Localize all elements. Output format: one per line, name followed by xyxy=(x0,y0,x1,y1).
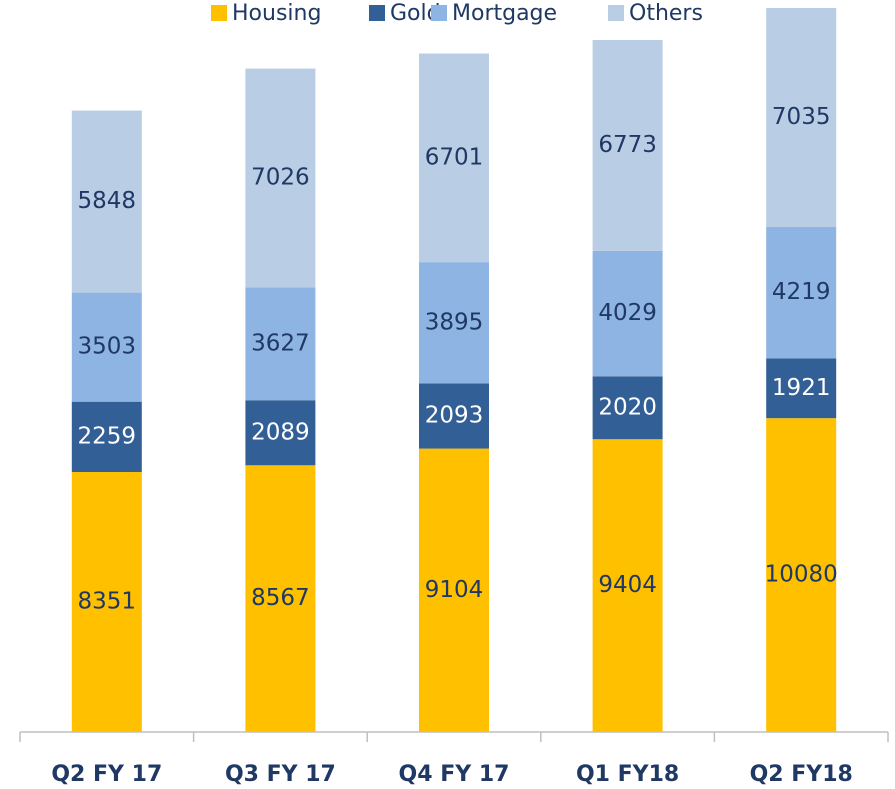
bar-segment xyxy=(592,40,663,251)
data-label: 1921 xyxy=(772,375,831,401)
bar-segment xyxy=(71,110,142,293)
bar-segment xyxy=(245,465,316,732)
x-tick-label: Q4 FY 17 xyxy=(399,762,510,787)
legend-label: Others xyxy=(629,1,703,26)
bar-segment xyxy=(766,358,837,419)
data-label: 7035 xyxy=(772,104,831,130)
data-label: 4219 xyxy=(772,279,831,305)
legend-label: Housing xyxy=(232,1,321,26)
legend-swatch xyxy=(608,5,624,21)
bar-segment xyxy=(766,418,837,732)
bar-segment xyxy=(245,68,316,288)
bar-segment xyxy=(419,53,489,263)
data-label: 10080 xyxy=(765,562,838,588)
bar-segment xyxy=(245,287,316,401)
data-label: 9404 xyxy=(598,572,657,598)
data-label: 4029 xyxy=(598,300,657,326)
data-label: 2093 xyxy=(425,402,484,428)
bar-segment xyxy=(245,400,316,466)
data-label: 3503 xyxy=(78,334,137,360)
data-label: 6773 xyxy=(598,132,657,158)
bar-segment xyxy=(766,227,837,359)
bar-segment xyxy=(592,376,663,440)
bar-segment xyxy=(71,292,142,402)
bar-segment xyxy=(71,401,142,473)
bar-segment xyxy=(419,448,489,732)
data-label: 6701 xyxy=(425,144,484,170)
data-label: 8351 xyxy=(78,589,137,615)
bar-segment xyxy=(71,472,142,732)
x-tick-label: Q2 FY18 xyxy=(750,762,853,787)
bar-segment xyxy=(419,262,489,384)
data-label: 9104 xyxy=(425,577,484,603)
legend-swatch xyxy=(431,5,447,21)
bar-segment xyxy=(419,383,489,449)
data-label: 3895 xyxy=(425,309,484,335)
legend-swatch xyxy=(369,5,385,21)
data-label: 8567 xyxy=(251,585,310,611)
data-label: 5848 xyxy=(78,188,137,214)
data-label: 3627 xyxy=(251,330,310,356)
data-label: 2020 xyxy=(598,394,657,420)
data-label: 7026 xyxy=(251,164,310,190)
x-tick-label: Q3 FY 17 xyxy=(225,762,336,787)
bar-segment xyxy=(766,8,837,228)
x-tick-label: Q2 FY 17 xyxy=(51,762,162,787)
x-tick-label: Q1 FY18 xyxy=(576,762,679,787)
data-label: 2089 xyxy=(251,419,310,445)
legend-swatch xyxy=(211,5,227,21)
bar-segment xyxy=(592,250,663,377)
data-label: 2259 xyxy=(78,423,137,449)
bar-segment xyxy=(592,439,663,732)
legend-label: Mortgage xyxy=(452,1,557,26)
